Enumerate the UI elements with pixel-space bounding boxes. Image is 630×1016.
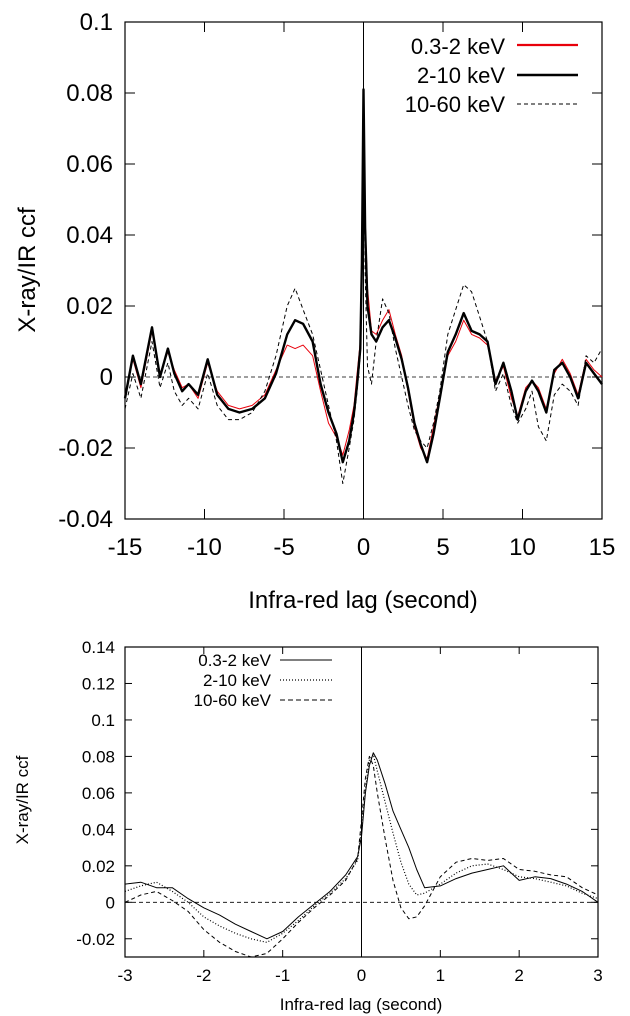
top-legend: 0.3-2 keV 2-10 keV 10-60 keV (405, 34, 578, 117)
top-x-tick-label: 15 (589, 534, 616, 561)
top-y-tick-label: 0.02 (66, 293, 113, 320)
top-series-line-1 (123, 88, 603, 464)
bottom-x-tick-label: 1 (436, 966, 445, 985)
top-x-tick-label: -15 (108, 534, 143, 561)
top-x-axis-label: Infra-red lag (second) (248, 587, 477, 614)
bottom-series-group (124, 752, 599, 958)
top-x-tick-label: -10 (187, 534, 222, 561)
top-x-tick-label: 0 (357, 534, 370, 561)
top-y-tick-label: 0.04 (66, 222, 113, 249)
bottom-y-tick-label: 0.06 (82, 784, 115, 803)
bottom-y-axis-label: X-ray/IR ccf (13, 755, 32, 844)
bottom-x-tick-label: 2 (514, 966, 523, 985)
bottom-x-tick-label: 0 (357, 966, 366, 985)
bottom-x-axis-label: Infra-red lag (second) (280, 995, 443, 1014)
bottom-y-tick-label: 0.04 (82, 820, 115, 839)
bottom-y-tick-label: 0 (106, 893, 115, 912)
bottom-legend-label-1: 2-10 keV (203, 671, 272, 690)
bottom-x-tick-label: 3 (593, 966, 602, 985)
top-y-tick-label: 0.1 (80, 9, 113, 36)
top-y-tick-label: 0.08 (66, 80, 113, 107)
bottom-legend-label-2: 10-60 keV (194, 691, 272, 710)
top-y-tick-label: 0.06 (66, 151, 113, 178)
top-x-tick-label: -5 (273, 534, 294, 561)
top-series-line-2 (124, 92, 603, 484)
top-y-tick-label: -0.04 (58, 506, 113, 533)
bottom-series-line-0 (124, 752, 599, 940)
bottom-reference-lines (125, 647, 598, 957)
bottom-y-tick-label: -0.02 (76, 930, 115, 949)
bottom-ticks: -3 -2 -1 0 1 2 3 -0.02 0 0.02 0.04 0.06 0.08 0.1 0.12 0… (76, 638, 602, 985)
bottom-y-tick-label: 0.14 (82, 638, 115, 657)
bottom-y-tick-label: 0.08 (82, 747, 115, 766)
bottom-y-tick-label: 0.12 (82, 674, 115, 693)
top-x-tick-label: 5 (436, 534, 449, 561)
bottom-y-tick-label: 0.02 (82, 857, 115, 876)
bottom-x-tick-label: -2 (196, 966, 211, 985)
top-y-axis-label: X-ray/IR ccf (14, 207, 41, 333)
top-x-tick-label: 10 (509, 534, 536, 561)
top-legend-label-1: 2-10 keV (417, 63, 505, 88)
top-ticks: -15 -10 -5 0 5 10 15 -0.04 -0.02 0 0.02 0.04 0.06 0.0… (58, 9, 615, 561)
bottom-legend-label-0: 0.3-2 keV (198, 651, 271, 670)
top-y-tick-label: 0 (100, 364, 113, 391)
bottom-legend: 0.3-2 keV 2-10 keV 10-60 keV (194, 651, 332, 710)
top-y-tick-label: -0.02 (58, 435, 113, 462)
bottom-x-tick-label: -3 (117, 966, 132, 985)
bottom-y-tick-label: 0.1 (91, 711, 115, 730)
bottom-panel: -3 -2 -1 0 1 2 3 -0.02 0 0.02 0.04 0.06 0.08 0.1 0.12 0… (13, 638, 603, 1014)
bottom-x-tick-label: -1 (275, 966, 290, 985)
top-legend-label-0: 0.3-2 keV (411, 34, 505, 59)
top-series-group (123, 88, 603, 484)
bottom-series-line-2 (124, 755, 599, 958)
top-legend-label-2: 10-60 keV (405, 92, 506, 117)
top-panel: -15 -10 -5 0 5 10 15 -0.04 -0.02 0 0.02 0.04 0.06 0.0… (14, 9, 615, 614)
